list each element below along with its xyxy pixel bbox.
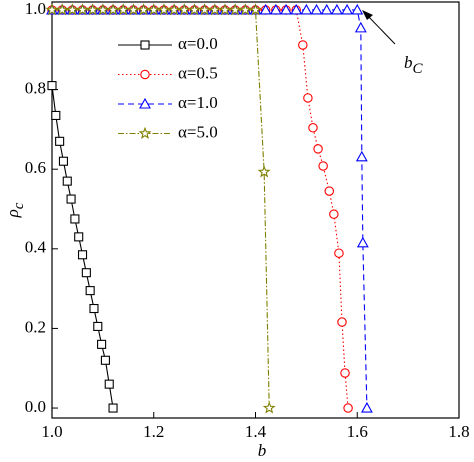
y-axis-label: ρc <box>3 202 28 218</box>
data-point <box>58 156 68 166</box>
data-point <box>308 123 318 133</box>
legend-marker <box>139 97 151 109</box>
x-tick-label: 1.2 <box>143 422 164 441</box>
data-point <box>355 150 368 162</box>
data-point <box>177 3 191 16</box>
data-point <box>198 3 212 16</box>
legend-marker <box>140 69 150 80</box>
data-point <box>334 248 344 258</box>
data-point <box>167 3 181 16</box>
y-label-symbol: ρ <box>3 209 22 218</box>
annotation: bC <box>404 53 424 78</box>
data-point <box>249 3 262 16</box>
data-point <box>262 401 276 414</box>
data-point <box>341 3 354 15</box>
data-point <box>324 186 335 196</box>
legend-label: α=5.0 <box>178 122 218 141</box>
x-tick-label: 1.4 <box>245 422 267 441</box>
data-point <box>157 3 171 16</box>
data-point <box>62 176 72 186</box>
data-point <box>356 236 369 248</box>
data-point <box>330 3 343 15</box>
x-tick-label: 1.8 <box>448 422 469 441</box>
y-tick-label: 0.4 <box>25 238 47 257</box>
data-point <box>70 214 80 224</box>
data-point <box>76 3 89 16</box>
legend-label: α=0.5 <box>178 63 218 82</box>
data-point <box>188 3 201 16</box>
data-point <box>360 401 373 413</box>
data-point <box>97 339 107 349</box>
data-point <box>280 3 292 15</box>
data-point <box>208 3 222 16</box>
x-tick-label: 1.6 <box>347 422 368 441</box>
data-point <box>337 317 347 327</box>
data-point <box>47 81 57 91</box>
data-point <box>85 286 95 296</box>
plot-frame <box>51 1 460 419</box>
x-tick-label: 1.0 <box>41 422 62 441</box>
data-point <box>100 355 110 365</box>
data-point <box>290 3 303 15</box>
data-point <box>259 3 272 15</box>
data-point <box>257 165 271 178</box>
y-tick-label: 0.2 <box>25 317 46 336</box>
series-line <box>52 9 270 409</box>
data-point <box>104 379 114 389</box>
y-tick-label: 0.6 <box>25 158 46 177</box>
data-point <box>298 40 308 50</box>
data-point <box>238 3 252 16</box>
data-point <box>313 144 323 154</box>
data-point <box>300 3 313 15</box>
data-point <box>81 268 91 278</box>
legend-marker <box>140 40 150 50</box>
data-point <box>86 3 100 16</box>
data-point <box>340 368 350 378</box>
data-point <box>228 3 242 16</box>
data-point <box>318 161 328 171</box>
data-point <box>269 3 282 15</box>
x-axis-label: b <box>258 441 267 460</box>
data-point <box>89 303 99 314</box>
y-tick-label: 0.0 <box>25 397 46 416</box>
data-point <box>106 3 120 16</box>
data-point <box>303 93 313 103</box>
data-point <box>310 3 323 15</box>
data-point <box>329 209 339 219</box>
data-point <box>343 403 353 413</box>
data-point <box>66 194 76 204</box>
annotation-text: b <box>404 53 413 72</box>
legend-marker <box>138 126 152 139</box>
data-point <box>77 250 88 260</box>
data-point <box>51 110 61 121</box>
y-label-sub: c <box>11 202 27 209</box>
y-tick-label: 1.0 <box>25 0 46 18</box>
data-point <box>55 136 65 146</box>
data-point <box>108 403 118 413</box>
annotation-arrow <box>365 13 396 45</box>
data-point <box>137 3 150 16</box>
data-point <box>74 232 84 242</box>
data-point <box>351 3 364 15</box>
legend-label: α=1.0 <box>178 93 218 112</box>
legend-label: α=0.0 <box>178 34 218 53</box>
data-point <box>320 3 333 15</box>
annotation-sub: C <box>413 61 424 77</box>
y-tick-label: 0.8 <box>25 78 46 97</box>
annotation-arrowhead <box>362 10 373 20</box>
data-point <box>147 3 161 16</box>
data-point <box>65 3 79 16</box>
data-point <box>116 3 130 16</box>
data-point <box>96 3 110 16</box>
data-point <box>354 21 367 33</box>
data-point <box>126 3 140 16</box>
data-point <box>45 3 59 16</box>
data-point <box>218 3 232 16</box>
data-point <box>93 321 103 331</box>
data-point <box>55 3 69 16</box>
